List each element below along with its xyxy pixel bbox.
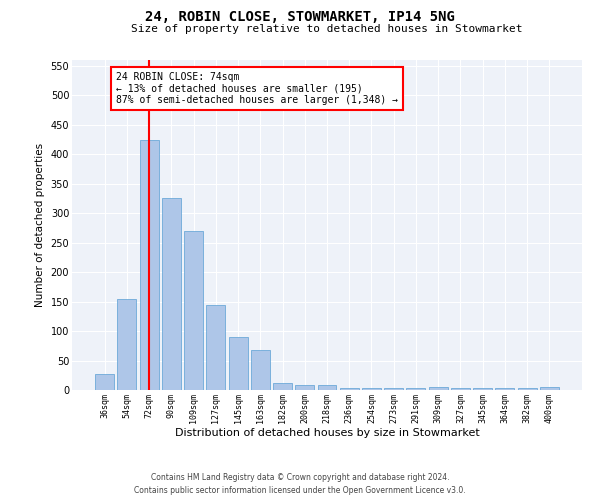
X-axis label: Distribution of detached houses by size in Stowmarket: Distribution of detached houses by size … [175,428,479,438]
Bar [406,388,425,390]
Bar [273,383,292,390]
Bar [340,388,359,390]
Bar [451,388,470,390]
Bar [229,337,248,390]
Bar [429,387,448,390]
Text: 24 ROBIN CLOSE: 74sqm
← 13% of detached houses are smaller (195)
87% of semi-det: 24 ROBIN CLOSE: 74sqm ← 13% of detached … [116,72,398,105]
Bar [473,388,492,390]
Bar [95,374,114,390]
Text: Contains HM Land Registry data © Crown copyright and database right 2024.
Contai: Contains HM Land Registry data © Crown c… [134,474,466,495]
Bar [162,198,181,390]
Bar [317,384,337,390]
Bar [362,388,381,390]
Bar [384,388,403,390]
Y-axis label: Number of detached properties: Number of detached properties [35,143,45,307]
Bar [540,387,559,390]
Bar [251,350,270,390]
Bar [295,384,314,390]
Title: Size of property relative to detached houses in Stowmarket: Size of property relative to detached ho… [131,24,523,34]
Bar [206,304,225,390]
Text: 24, ROBIN CLOSE, STOWMARKET, IP14 5NG: 24, ROBIN CLOSE, STOWMARKET, IP14 5NG [145,10,455,24]
Bar [184,231,203,390]
Bar [140,140,158,390]
Bar [496,388,514,390]
Bar [118,298,136,390]
Bar [518,388,536,390]
